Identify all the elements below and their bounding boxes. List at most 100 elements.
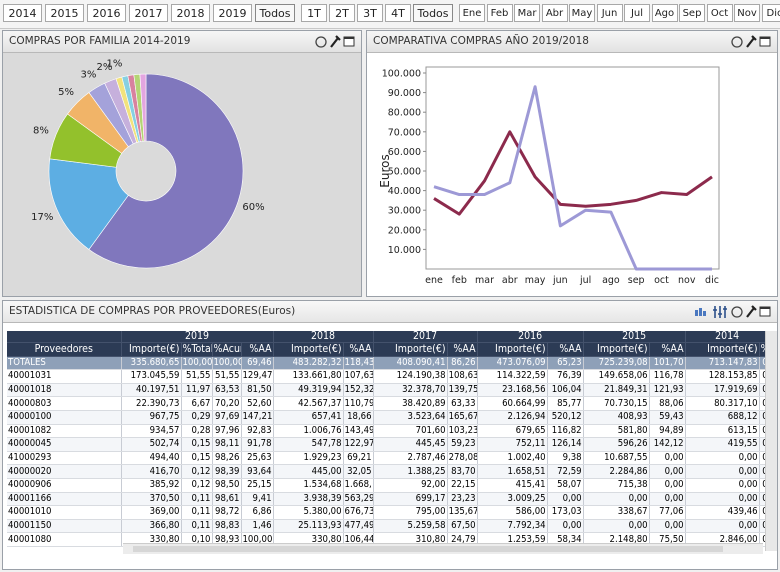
- table-cell: 88,06: [649, 396, 686, 411]
- column-header[interactable]: Proveedores: [7, 342, 122, 357]
- filter-button[interactable]: Oct: [706, 4, 733, 22]
- x-tick-label: may: [525, 275, 546, 286]
- data-row: 40000803 22.390,73 6,67 70,20 52,60 42.567,37…: [7, 396, 765, 411]
- vertical-scrollbar[interactable]: [765, 331, 777, 551]
- x-tick-label: feb: [452, 275, 467, 286]
- filter-button[interactable]: Abr: [541, 4, 568, 22]
- table-cell: 124.190,38: [373, 369, 448, 384]
- table-cell: 152,32: [343, 383, 374, 398]
- table-cell: 483.282,32: [273, 356, 344, 371]
- series-line: [433, 85, 712, 271]
- filter-button[interactable]: Todos: [255, 4, 295, 22]
- table-cell: 80.317,10: [685, 396, 760, 411]
- filter-button[interactable]: 2015: [45, 4, 84, 22]
- filter-button[interactable]: Mar: [514, 4, 540, 22]
- column-header[interactable]: Importe(€): [583, 342, 650, 357]
- table-cell: 520,12: [547, 410, 584, 425]
- filter-button[interactable]: 2018: [171, 4, 210, 22]
- table-cell: 1.929,23: [273, 451, 344, 466]
- y-tick-label: 20.000: [388, 225, 421, 236]
- filter-button[interactable]: Jul: [624, 4, 650, 22]
- data-row: 41000293 494,40 0,15 98,26 25,63 1.929,23 69,2…: [7, 451, 765, 466]
- totals-row: TOTALES 335.680,65 100,00 100,00 69,46 483.28…: [7, 356, 765, 371]
- data-row: 40001150 366,80 0,11 98,83 1,46 25.113,93 477,…: [7, 519, 765, 534]
- table-cell: 1.658,51: [477, 464, 548, 479]
- column-header[interactable]: %AA: [241, 342, 274, 357]
- panel-icons: [731, 35, 771, 48]
- table-cell: 25,15: [241, 478, 274, 493]
- table-cell: 49.319,94: [273, 383, 344, 398]
- table-cell: 22,15: [447, 478, 478, 493]
- filter-button[interactable]: 4T: [385, 4, 411, 22]
- column-header[interactable]: Importe(€): [121, 342, 182, 357]
- table-cell: 9,38: [547, 451, 584, 466]
- y-tick-label: 60.000: [388, 147, 421, 158]
- table-cell: 1.006,76: [273, 424, 344, 439]
- table-cell: 408.090,41: [373, 356, 448, 371]
- panel-title: COMPARATIVA COMPRAS AÑO 2019/2018: [373, 35, 589, 47]
- table-cell: 17.919,69: [685, 383, 760, 398]
- pie-panel: COMPRAS POR FAMILIA 2014-2019 60% 17% 8% 5%…: [2, 30, 362, 297]
- filter-button[interactable]: Ago: [651, 4, 678, 22]
- table-cell: 3.009,25: [477, 492, 548, 507]
- table-cell: 126,14: [547, 437, 584, 452]
- table-cell: 22.390,73: [121, 396, 182, 411]
- table-cell: 5.380,00: [273, 505, 344, 520]
- column-header[interactable]: Importe(€): [273, 342, 344, 357]
- horizontal-scrollbar[interactable]: [123, 543, 763, 554]
- table-cell: 51,55: [212, 369, 242, 384]
- table-cell: 173,03: [547, 505, 584, 520]
- column-header[interactable]: %AA: [649, 342, 686, 357]
- table-cell: 98,50: [212, 478, 242, 493]
- table-cell: 83,70: [447, 464, 478, 479]
- column-header[interactable]: Importe(€): [685, 342, 760, 357]
- filter-button[interactable]: 3T: [357, 4, 383, 22]
- filter-button[interactable]: May: [569, 4, 595, 22]
- table-cell: 122,97: [343, 437, 374, 452]
- filter-button[interactable]: 2017: [129, 4, 168, 22]
- column-header[interactable]: %AA: [759, 342, 765, 357]
- table-cell: 9,41: [241, 492, 274, 507]
- table-cell: 445,45: [373, 437, 448, 452]
- column-header[interactable]: %Acum: [212, 342, 242, 357]
- filter-button[interactable]: 2T: [329, 4, 355, 22]
- year-header: 2019: [121, 331, 274, 343]
- filter-button[interactable]: 1T: [301, 4, 327, 22]
- year-header: 2016: [477, 331, 584, 343]
- column-header[interactable]: Importe(€): [373, 342, 448, 357]
- table-cell: 67,50: [447, 519, 478, 534]
- table-cell: 69,21: [343, 451, 374, 466]
- table-cell: 94,89: [649, 424, 686, 439]
- table-cell: 70,20: [212, 396, 242, 411]
- table-cell: 100,00: [181, 356, 213, 371]
- filter-button[interactable]: Jun: [596, 4, 623, 22]
- table-cell: 338,67: [583, 505, 650, 520]
- slice-label: 17%: [31, 212, 53, 223]
- filter-button[interactable]: Todos: [413, 4, 453, 22]
- table-cell: 40001150: [7, 519, 122, 534]
- filter-button[interactable]: Feb: [486, 4, 513, 22]
- filter-button[interactable]: Nov: [734, 4, 760, 22]
- filter-button[interactable]: Sep: [679, 4, 705, 22]
- table-cell: 795,00: [373, 505, 448, 520]
- table-cell: 370,50: [121, 492, 182, 507]
- table-cell: 59,23: [447, 437, 478, 452]
- table-cell: 715,38: [583, 478, 650, 493]
- column-header[interactable]: %Total: [181, 342, 213, 357]
- table-cell: 72,59: [547, 464, 584, 479]
- table-cell: 40000803: [7, 396, 122, 411]
- column-header[interactable]: %AA: [547, 342, 584, 357]
- filter-button[interactable]: 2014: [3, 4, 42, 22]
- column-header[interactable]: %AA: [447, 342, 478, 357]
- filter-button[interactable]: Ene: [459, 4, 485, 22]
- filter-button[interactable]: 2016: [87, 4, 126, 22]
- scroll-thumb[interactable]: [133, 546, 723, 552]
- filter-button[interactable]: Dic: [761, 4, 780, 22]
- column-header[interactable]: %AA: [343, 342, 374, 357]
- column-header[interactable]: Importe(€): [477, 342, 548, 357]
- pie-chart: 60% 17% 8% 5% 3%2%1%: [3, 53, 361, 296]
- table-cell: 91,78: [241, 437, 274, 452]
- table-cell: 65,23: [547, 356, 584, 371]
- filter-button[interactable]: 2019: [213, 4, 252, 22]
